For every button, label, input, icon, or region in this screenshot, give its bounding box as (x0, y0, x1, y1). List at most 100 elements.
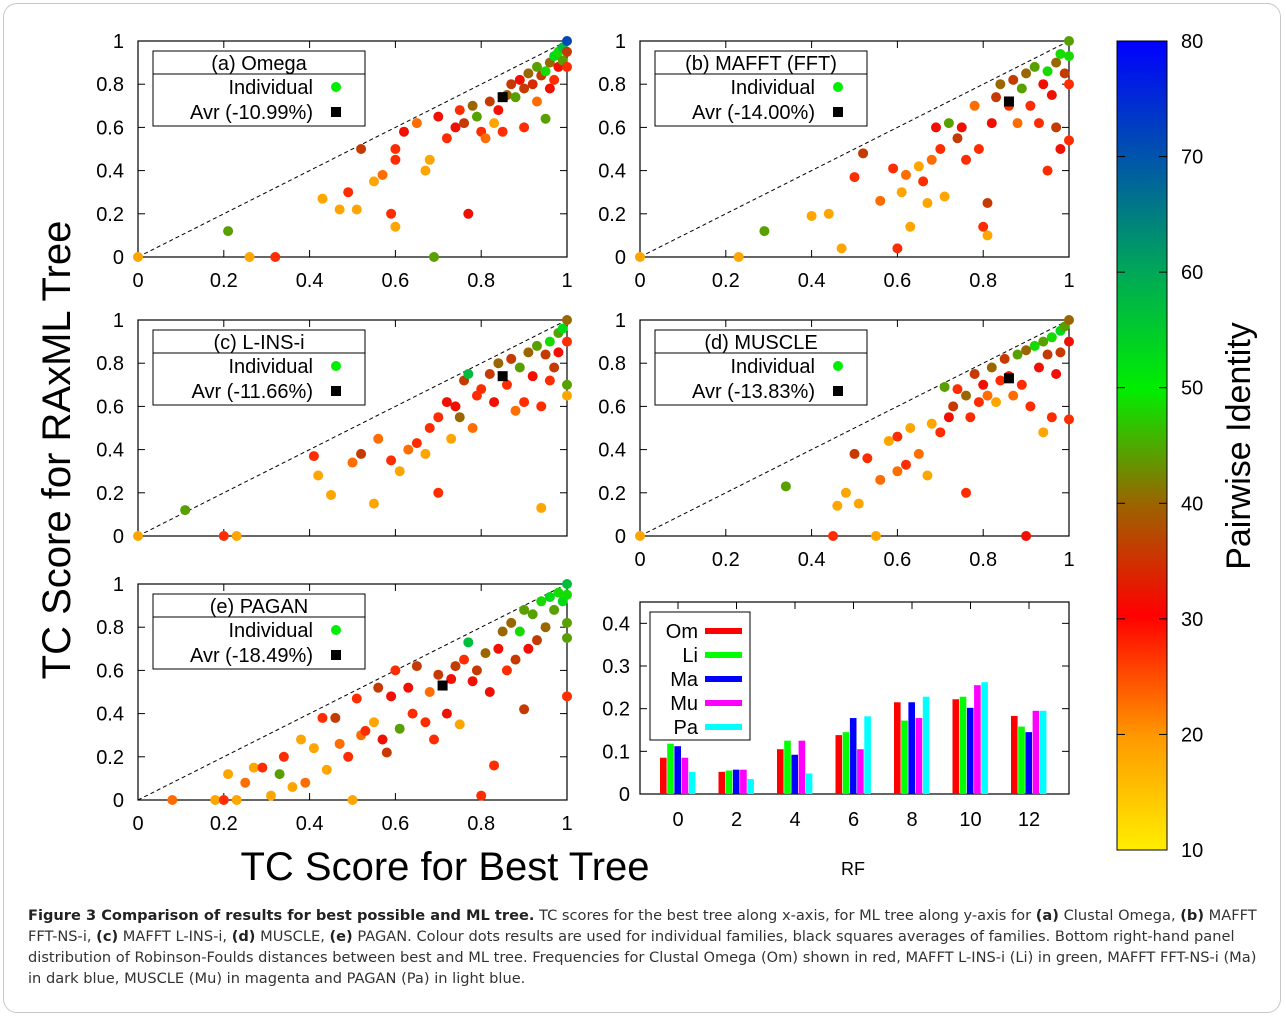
data-point (1016, 379, 1027, 390)
data-point (969, 369, 980, 379)
data-point (905, 221, 916, 232)
legend-box (152, 593, 366, 670)
colorbar-tick-label: 60 (1181, 262, 1203, 284)
bar-legend-label: Om (666, 621, 698, 643)
data-point (394, 466, 405, 477)
data-point (231, 795, 242, 805)
data-point (892, 466, 903, 477)
x-tick-label: 0.4 (798, 270, 826, 292)
data-point (1042, 66, 1053, 77)
x-tick-label: 0 (132, 270, 143, 292)
data-point (373, 682, 384, 693)
data-point (913, 448, 924, 459)
bar (959, 696, 967, 794)
colorbar-tick-label: 80 (1181, 31, 1203, 53)
legend-individual: Individual (228, 356, 313, 378)
data-point (553, 347, 564, 358)
data-point (480, 648, 491, 659)
colorbar: 10 20 30 40 50 60 70 80 Pairwise Identity (1116, 31, 1258, 862)
bar (908, 702, 915, 794)
bar (747, 779, 754, 794)
caption-ref-d: (d) (231, 928, 256, 945)
colorbar-gradient (1116, 40, 1168, 851)
data-point (411, 438, 422, 449)
data-point (1008, 390, 1019, 401)
legend-individual-marker (833, 361, 843, 371)
y-tick-label: 0.8 (96, 74, 124, 96)
data-point (922, 198, 933, 208)
data-point (223, 769, 234, 780)
caption-text-2: Clustal Omega, (1058, 907, 1181, 924)
data-point (562, 589, 572, 600)
average-marker (1003, 373, 1014, 384)
data-point (999, 353, 1010, 364)
data-point (926, 418, 937, 429)
data-point (133, 531, 143, 541)
bar (915, 718, 923, 794)
data-point (922, 470, 933, 481)
data-point (978, 221, 989, 232)
y-tick-label: 1 (113, 310, 124, 332)
data-point (501, 665, 512, 676)
data-point (368, 176, 379, 187)
data-point (562, 379, 572, 390)
bar (798, 740, 806, 794)
data-point (133, 252, 143, 262)
colorbar-tick-label: 30 (1181, 609, 1203, 631)
data-point (1046, 90, 1057, 100)
data-point (313, 470, 324, 481)
data-point (935, 427, 946, 438)
bar (849, 718, 857, 794)
data-point (943, 412, 954, 423)
data-point (540, 66, 551, 77)
data-point (961, 487, 972, 498)
data-point (875, 195, 886, 206)
data-point (424, 423, 435, 433)
legend-box (654, 50, 868, 127)
y-tick-label: 0.4 (96, 161, 124, 183)
data-point (270, 252, 281, 262)
data-point (519, 122, 530, 133)
data-point (635, 531, 645, 541)
y-tick-label: 0.6 (96, 660, 124, 682)
data-point (454, 105, 465, 116)
average-marker (497, 92, 508, 103)
data-point (1029, 340, 1040, 351)
data-point (334, 204, 345, 215)
bar (718, 771, 726, 794)
data-point (343, 751, 354, 762)
data-point (347, 795, 358, 805)
data-point (549, 362, 560, 373)
plot-frame (137, 40, 568, 258)
data-point (969, 100, 980, 111)
data-point (840, 487, 851, 498)
data-point (544, 83, 555, 94)
data-point (484, 687, 495, 697)
data-point (489, 397, 500, 408)
y-tick-label: 0 (615, 526, 626, 548)
figure-3: 000.20.20.40.40.60.60.80.811(a) OmegaInd… (35, 31, 1258, 889)
data-point (497, 126, 508, 137)
bar (894, 702, 901, 794)
data-point (244, 252, 255, 262)
data-point (317, 712, 328, 723)
x-tick-label: 0.6 (883, 270, 911, 292)
data-point (506, 353, 517, 364)
data-point (463, 369, 474, 379)
x-tick-label: 0.6 (381, 270, 409, 292)
data-point (493, 105, 504, 116)
data-point (1025, 100, 1036, 111)
data-point (459, 654, 470, 665)
data-point (218, 795, 229, 805)
x-tick-label: 0.2 (210, 813, 238, 835)
bar-x-tick-label: 10 (959, 809, 981, 831)
bar (725, 770, 733, 794)
average-marker (1003, 96, 1014, 107)
data-point (231, 531, 242, 541)
data-point (523, 347, 534, 358)
data-point (1051, 57, 1062, 68)
data-point (484, 96, 495, 107)
data-point (308, 743, 319, 754)
data-point (394, 723, 405, 734)
